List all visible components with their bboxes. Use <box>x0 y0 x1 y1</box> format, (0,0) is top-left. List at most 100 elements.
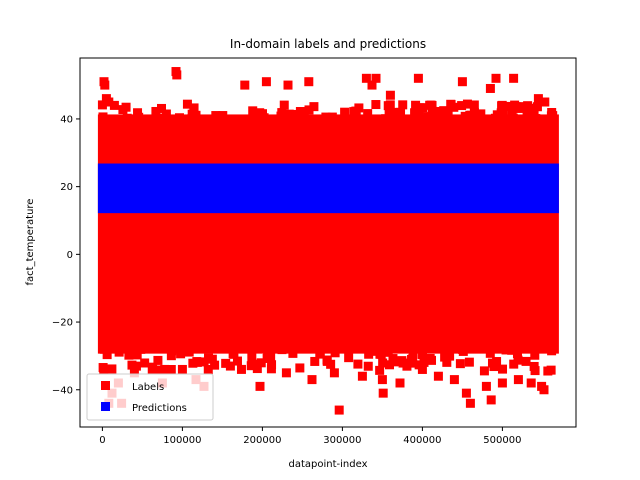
label-marker <box>154 365 164 375</box>
data-point-labels <box>357 371 367 381</box>
y-tick-label: 40 <box>60 114 73 125</box>
label-marker <box>153 355 163 365</box>
label-marker <box>418 350 428 360</box>
label-marker <box>256 358 266 368</box>
x-axis: 0 100000 200000 300000 400000 500000 <box>99 427 521 446</box>
label-marker <box>310 356 320 366</box>
label-marker <box>349 107 359 117</box>
label-marker <box>151 106 161 116</box>
data-point-labels <box>513 375 523 385</box>
label-marker <box>378 358 388 368</box>
data-point-labels <box>395 378 405 388</box>
label-marker <box>188 358 198 368</box>
label-marker <box>295 107 305 117</box>
label-marker <box>276 111 286 121</box>
label-marker <box>122 113 132 123</box>
data-point-labels <box>433 371 443 381</box>
label-marker <box>381 114 391 124</box>
label-marker <box>408 354 418 364</box>
label-marker <box>419 357 429 367</box>
data-point-labels <box>304 77 314 87</box>
label-marker <box>132 350 142 360</box>
label-marker <box>279 100 289 110</box>
label-marker <box>127 360 137 370</box>
data-point-labels <box>509 73 519 83</box>
label-marker <box>187 113 197 123</box>
label-marker <box>147 364 157 374</box>
label-marker <box>414 108 424 118</box>
series-band-predictions <box>97 163 559 214</box>
label-marker <box>140 358 150 368</box>
label-marker <box>114 347 124 357</box>
data-point-labels <box>172 70 182 80</box>
label-marker <box>189 104 199 114</box>
label-marker <box>501 345 511 355</box>
label-marker <box>107 364 117 374</box>
label-marker <box>445 351 455 361</box>
legend: Labels Predictions <box>86 373 214 421</box>
label-marker <box>221 358 231 368</box>
data-point-labels <box>281 368 291 378</box>
label-marker <box>210 360 220 370</box>
label-marker <box>330 348 340 358</box>
label-marker <box>344 353 354 363</box>
label-marker <box>415 103 425 113</box>
label-marker <box>460 111 470 121</box>
label-marker <box>236 364 246 374</box>
label-marker <box>529 361 539 371</box>
data-point-labels <box>261 77 271 87</box>
label-marker <box>464 357 474 367</box>
label-marker <box>184 347 194 357</box>
series-band-labels <box>97 114 559 354</box>
label-marker <box>458 344 468 354</box>
x-tick-label: 400000 <box>403 435 441 446</box>
label-marker <box>396 107 406 117</box>
label-marker <box>522 108 532 118</box>
label-marker <box>327 112 337 122</box>
label-marker <box>247 360 257 370</box>
label-marker <box>385 360 395 370</box>
label-marker <box>248 106 258 116</box>
y-tick-label: −20 <box>52 318 73 329</box>
label-marker <box>490 113 500 123</box>
label-marker <box>504 101 514 111</box>
label-marker <box>376 349 386 359</box>
data-point-labels <box>371 73 381 83</box>
legend-marker-labels <box>101 381 110 390</box>
label-marker <box>529 106 539 116</box>
label-marker <box>512 349 522 359</box>
x-tick-label: 200000 <box>243 435 281 446</box>
label-marker <box>383 101 393 111</box>
label-marker <box>363 109 373 119</box>
label-marker <box>218 111 228 121</box>
data-point-labels <box>367 80 377 90</box>
label-marker <box>498 105 508 115</box>
label-marker <box>363 361 373 371</box>
label-marker <box>133 108 143 118</box>
y-tick-label: 0 <box>67 250 73 261</box>
label-marker <box>383 347 393 357</box>
label-marker <box>437 112 447 122</box>
label-marker <box>127 346 137 356</box>
series-labels <box>97 67 559 415</box>
label-marker <box>174 113 184 123</box>
label-marker <box>430 109 440 119</box>
label-marker <box>102 350 112 360</box>
data-point-labels <box>486 395 496 405</box>
data-point-labels <box>461 388 471 398</box>
label-marker <box>321 112 331 122</box>
label-marker <box>353 359 363 369</box>
label-marker <box>340 107 350 117</box>
label-marker <box>390 107 400 117</box>
label-marker <box>489 362 499 372</box>
data-point-labels <box>100 80 110 90</box>
label-marker <box>166 365 176 375</box>
label-marker <box>309 102 319 112</box>
x-tick-label: 500000 <box>483 435 521 446</box>
data-point-labels <box>491 73 501 83</box>
data-point-labels <box>255 381 265 391</box>
label-marker <box>161 109 171 119</box>
label-marker <box>207 354 217 364</box>
data-point-labels <box>413 73 423 83</box>
